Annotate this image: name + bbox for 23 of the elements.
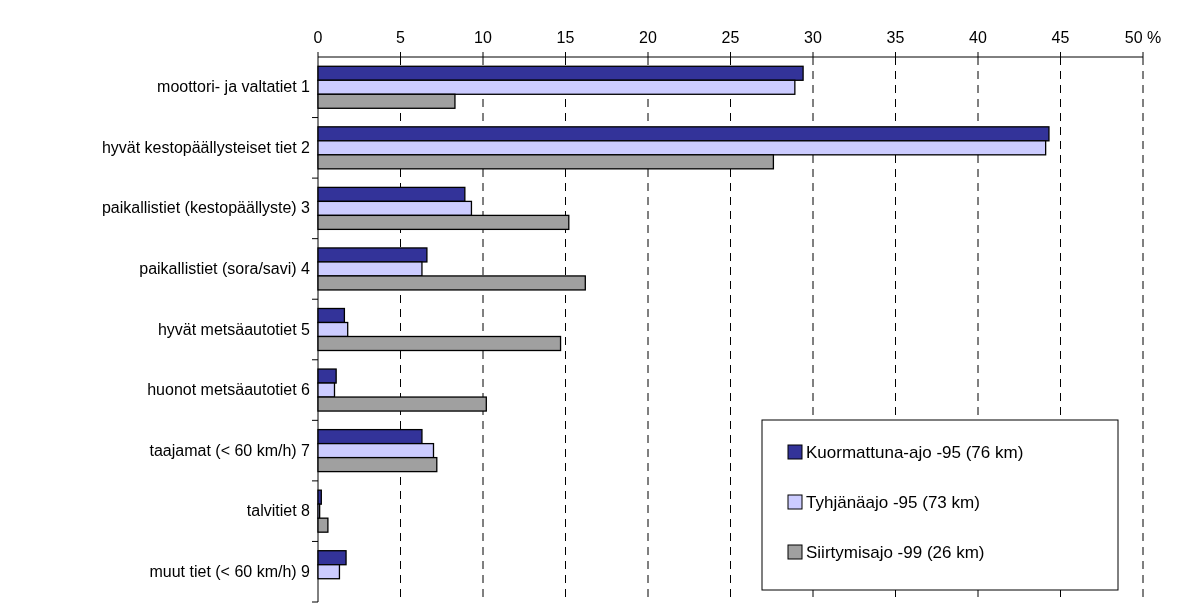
- x-tick-label: 50 %: [1124, 29, 1162, 46]
- x-tick-label: 5: [396, 29, 406, 46]
- x-tick-label: 40: [969, 29, 987, 46]
- x-tick-label: 20: [639, 29, 657, 46]
- legend-label: Siirtymisajo -99 (26 km): [806, 543, 985, 562]
- y-tick-label: talvitiet 8: [246, 502, 311, 520]
- y-tick-label: moottori- ja valtatiet 1: [157, 78, 311, 96]
- x-tick-label: 0: [313, 29, 323, 46]
- x-tick-label: 30: [804, 29, 822, 46]
- x-tick-label: 10: [474, 29, 492, 46]
- legend-label: Kuormattuna-ajo -95 (76 km): [806, 443, 1024, 462]
- x-tick-label: 35: [886, 29, 905, 46]
- legend-label: Tyhjänäajo -95 (73 km): [806, 493, 980, 512]
- y-tick-label: hyvät kestopäällysteiset tiet 2: [101, 138, 311, 156]
- y-tick-label: paikallistiet (sora/savi) 4: [139, 259, 311, 277]
- x-tick-label: 45: [1051, 29, 1070, 46]
- y-tick-label: hyvät metsäautotiet 5: [157, 320, 311, 338]
- y-tick-label: muut tiet (< 60 km/h) 9: [149, 562, 311, 580]
- y-tick-label: paikallistiet (kestopäällyste) 3: [101, 199, 311, 217]
- x-tick-label: 15: [556, 29, 575, 46]
- y-tick-label: huonot metsäautotiet 6: [147, 381, 311, 399]
- x-tick-label: 25: [721, 29, 740, 46]
- y-tick-label: taajamat (< 60 km/h) 7: [149, 441, 311, 459]
